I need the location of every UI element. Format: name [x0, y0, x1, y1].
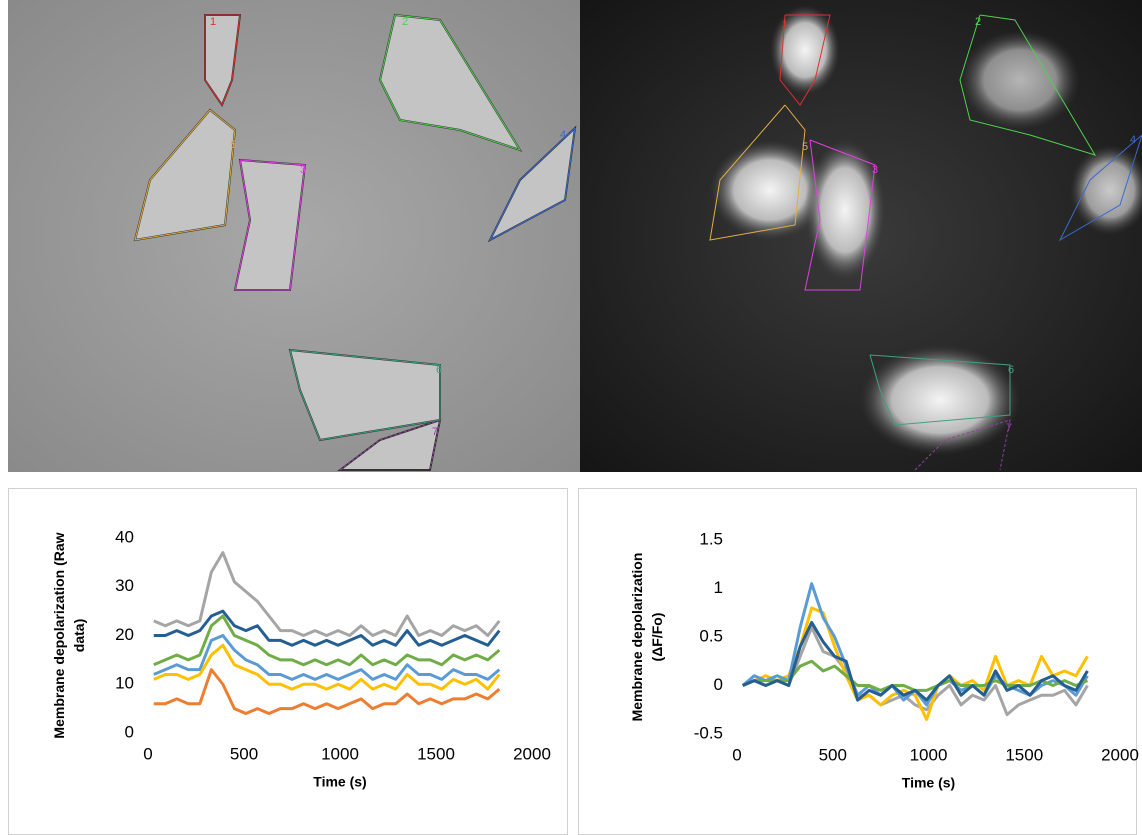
x-tick-label: 2000	[513, 744, 551, 763]
cell-label: 1	[782, 19, 788, 31]
y-axis-title: Membrane depolarization (Raw data)	[51, 532, 87, 738]
fluorescence-image: 1 2 3 4 5 6 7	[580, 0, 1142, 472]
x-tick-label: 1500	[417, 744, 455, 763]
y-tick-label: 0	[125, 722, 134, 741]
x-axis-title: Time (s)	[313, 774, 366, 790]
y-tick-label: 1.5	[699, 529, 723, 548]
y-tick-label: -0.5	[694, 723, 723, 742]
cell-label: 1	[210, 16, 216, 28]
brightfield-image: 1 2 3 4 5 6 7	[8, 0, 580, 472]
x-axis-title: Time (s)	[902, 775, 955, 791]
cell-label: 7	[1006, 422, 1012, 434]
cell-label: 3	[300, 164, 306, 176]
x-tick-label: 1000	[910, 745, 948, 764]
x-tick-label: 500	[230, 744, 258, 763]
y-tick-label: 0.5	[699, 626, 723, 645]
y-tick-label: 20	[115, 625, 134, 644]
x-tick-label: 500	[819, 745, 847, 764]
cell-label: 3	[872, 164, 878, 176]
cell-label: 6	[436, 364, 442, 376]
y-tick-label: 10	[115, 674, 134, 693]
series-line	[742, 620, 1089, 702]
series-line	[742, 625, 1089, 717]
series-line	[153, 643, 501, 691]
series-line	[153, 609, 501, 647]
y-tick-label: 1	[714, 578, 723, 597]
y-tick-label: 40	[115, 527, 134, 546]
y-tick-label: 30	[115, 576, 134, 595]
cell-label: 5	[230, 139, 236, 151]
x-tick-label: 0	[143, 744, 152, 763]
cell-label: 6	[1008, 364, 1014, 376]
cell-label: 4	[1130, 134, 1136, 146]
y-tick-label: 0	[714, 675, 723, 694]
cell-label: 2	[402, 16, 408, 28]
chart-frame	[8, 488, 568, 835]
series-line	[153, 634, 501, 681]
y-axis-title-line: (ΔF/Fo)	[649, 613, 665, 662]
x-tick-label: 1500	[1005, 745, 1043, 764]
cell-label: 4	[560, 129, 566, 141]
y-axis-title-line: Membrane depolarization (Raw	[51, 532, 67, 738]
series-line	[153, 668, 501, 715]
y-axis-title: Membrane depolarization (ΔF/Fo)	[629, 553, 665, 722]
cell-label: 2	[975, 16, 981, 28]
y-axis-title-line: Membrane depolarization	[629, 553, 645, 722]
y-axis-title-line: data)	[71, 619, 87, 652]
x-tick-label: 1000	[321, 744, 359, 763]
x-tick-label: 0	[732, 745, 741, 764]
series-line	[153, 614, 501, 667]
cell-label: 5	[802, 141, 808, 153]
series-line	[153, 551, 501, 637]
x-tick-label: 2000	[1101, 745, 1139, 764]
cell-label: 7	[432, 426, 438, 438]
